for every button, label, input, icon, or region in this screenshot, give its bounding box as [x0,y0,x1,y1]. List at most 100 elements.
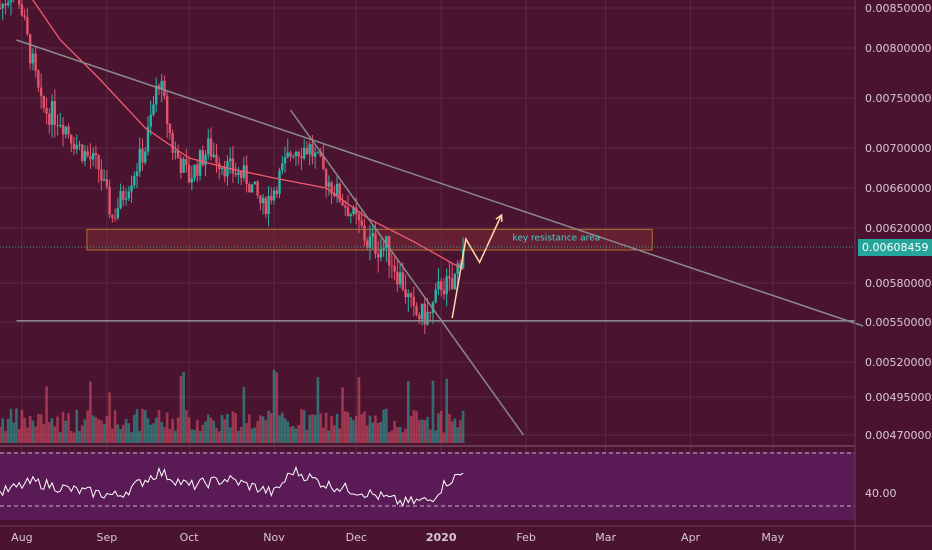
candle-body [223,167,226,177]
volume-bar [72,432,76,443]
candle-body [220,167,224,169]
volume-bar [426,417,429,443]
volume-bar [415,411,418,443]
candle-body [319,151,322,157]
candle-body [28,34,32,64]
volume-bar [256,421,259,443]
volume-bar [385,408,388,443]
volume-bar [275,372,279,443]
candle-body [267,196,270,214]
volume-bar [459,420,462,443]
candle-body [371,233,374,237]
candle-body [124,198,128,200]
candle-body [34,53,37,71]
volume-bar [393,420,396,443]
candle-body [412,296,415,306]
volume-bar [250,428,254,443]
volume-bar [154,417,158,443]
candle-body [357,214,361,221]
volume-bar [420,419,424,443]
volume-bar [291,426,295,443]
volume-bar [352,420,355,443]
time-tick-label: Feb [516,531,535,544]
candle-body [185,159,188,165]
candle-body [138,148,141,172]
candle-body [209,138,213,157]
volume-bar [267,410,270,443]
volume-bar [278,415,281,443]
candle-body [75,144,78,150]
candle-body [215,154,218,164]
volume-bar [143,409,147,443]
candle-body [190,178,194,183]
volume-bar [450,421,454,443]
candle-body [363,225,366,241]
candle-body [385,236,388,248]
current-price-value: 0.00608459 [862,241,928,254]
volume-bar [0,426,2,443]
candle-body [327,182,331,187]
volume-bar [390,430,394,443]
volume-bar [6,418,10,443]
candle-body [346,207,350,216]
volume-bar [330,416,333,443]
volume-bar [198,430,202,443]
volume-bar [179,376,183,443]
candle-body [374,233,377,254]
volume-bar [97,419,100,443]
volume-bar [185,410,188,443]
candle-body [187,164,191,183]
time-tick-label: Mar [595,531,616,544]
volume-bar [111,428,114,443]
candle-body [330,182,333,194]
volume-bar [75,409,79,443]
volume-bar [165,412,169,443]
candle-body [204,154,207,166]
price-tick-label: 0.00495000 [865,391,931,404]
volume-bar [80,425,84,443]
candle-body [437,281,440,290]
volume-bar [297,424,301,443]
volume-bar [371,422,374,443]
candle-body [94,153,98,156]
candle-body [237,171,240,176]
rsi-tick: 40.00 [865,487,897,500]
volume-bar [311,414,314,443]
candle-body [407,293,410,298]
volume-bar [89,381,92,443]
candle-body [42,95,46,109]
volume-bar [374,415,377,443]
candle-body [56,124,59,126]
candle-body [111,214,114,218]
candle-body [289,152,292,157]
volume-bar [231,411,235,443]
candle-body [59,124,62,126]
volume-bar [124,419,128,443]
zone-annotation: key resistance area [512,233,600,243]
candle-body [179,158,183,173]
volume-bar [146,418,150,443]
candle-body [297,151,300,157]
candle-body [165,95,169,124]
candle-body [50,101,54,125]
volume-bar [280,412,284,443]
price-tick-label: 0.00700000 [865,142,931,155]
volume-bar [305,429,309,443]
volume-bar [363,411,366,443]
candle-body [155,85,158,105]
price-axis[interactable]: 0.00850000 0.00800000 0.00750000 0.00700000… [865,2,931,442]
volume-bar [409,416,413,443]
volume-bar [37,413,40,443]
price-tick-label: 0.00470000 [865,429,931,442]
price-tick-label: 0.00520000 [865,356,931,369]
time-axis[interactable]: Aug Sep Oct Nov Dec 2020 Feb Mar Apr May [11,531,784,544]
volume-bar [39,414,43,443]
volume-bar [226,413,229,443]
candle-body [278,170,281,194]
volume-bar [23,417,26,443]
price-tick-label: 0.00660000 [865,182,931,195]
candle-body [390,265,394,267]
time-tick-label: Oct [180,531,200,544]
candle-body [245,165,248,185]
